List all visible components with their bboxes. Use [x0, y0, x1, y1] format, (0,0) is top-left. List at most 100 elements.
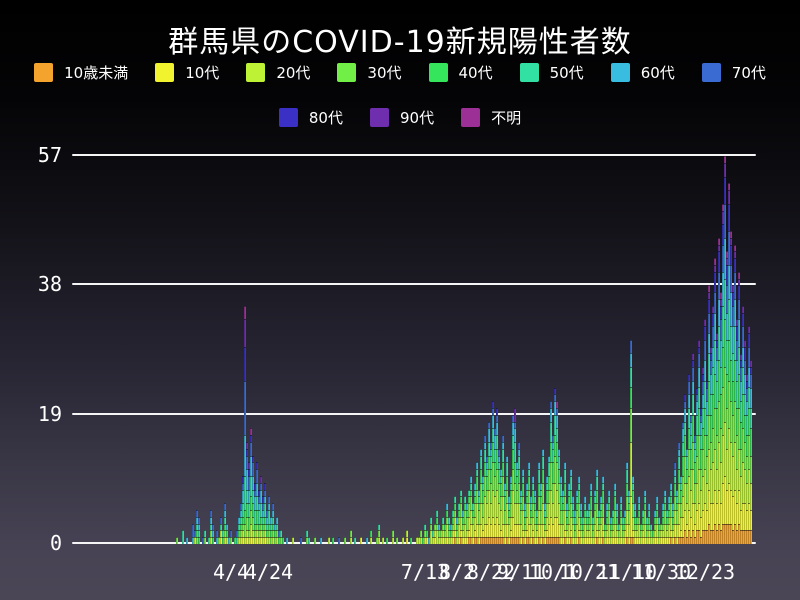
bar-segment-50代 — [736, 380, 738, 408]
bar-segment-10代 — [476, 523, 478, 538]
stacked-bar — [736, 319, 738, 544]
bar-segment-70代 — [192, 523, 194, 538]
bar-segment-10歳未満 — [712, 530, 714, 544]
bar-segment-10歳未満 — [548, 537, 550, 544]
bar-segment-10代 — [478, 537, 480, 544]
bar-segment-10代 — [688, 509, 690, 531]
bar-segment-60代 — [614, 482, 616, 490]
bar-segment-50代 — [544, 510, 546, 517]
bar-segment-10代 — [508, 537, 510, 544]
stacked-bar — [620, 496, 622, 544]
bar-segment-60代 — [556, 414, 558, 429]
stacked-bar — [616, 503, 618, 544]
bar-segment-70代 — [688, 380, 690, 395]
bar-segment-10代 — [634, 537, 636, 544]
bar-segment-40代 — [370, 530, 372, 538]
bar-segment-10代 — [516, 523, 518, 538]
bar-segment-20代 — [456, 537, 458, 544]
stacked-bar — [588, 503, 590, 544]
stacked-bar — [596, 469, 598, 544]
bar-segment-30代 — [594, 509, 596, 524]
bar-segment-50代 — [256, 496, 258, 510]
bar-segment-40代 — [262, 523, 264, 531]
bar-segment-60代 — [258, 503, 260, 510]
bar-segment-50代 — [746, 414, 748, 436]
bar-segment-50代 — [642, 510, 644, 517]
bar-segment-60代 — [552, 441, 554, 449]
bar-segment-20代 — [542, 503, 544, 524]
bar-segment-10歳未満 — [686, 537, 688, 544]
bar-segment-40代 — [750, 428, 752, 456]
bar-segment-10歳未満 — [570, 537, 572, 544]
stacked-bar — [268, 496, 270, 544]
bar-segment-60代 — [588, 503, 590, 511]
bar-segment-40代 — [470, 489, 472, 497]
bar-segment-20代 — [720, 462, 722, 504]
bar-segment-80代 — [700, 407, 702, 415]
bar-segment-10歳未満 — [678, 537, 680, 544]
bar-segment-60代 — [438, 523, 440, 531]
bar-segment-50代 — [638, 503, 640, 510]
stacked-bar — [544, 503, 546, 544]
bar-segment-60代 — [546, 475, 548, 483]
bar-segment-60代 — [600, 496, 602, 504]
bar-segment-20代 — [678, 503, 680, 524]
bar-segment-60代 — [198, 523, 200, 531]
bar-segment-20代 — [560, 523, 562, 538]
bar-segment-30代 — [600, 516, 602, 524]
bar-segment-10代 — [544, 537, 546, 544]
bar-segment-70代 — [684, 401, 686, 408]
bar-segment-10代 — [676, 537, 678, 544]
bar-segment-20代 — [658, 537, 660, 544]
bar-segment-20代 — [470, 509, 472, 524]
bar-segment-10歳未満 — [688, 530, 690, 544]
bar-segment-40代 — [616, 516, 618, 524]
stacked-bar — [644, 489, 646, 544]
bar-segment-70代 — [244, 380, 246, 436]
bar-segment-20代 — [580, 530, 582, 538]
bar-segment-20代 — [736, 469, 738, 504]
stacked-bar — [720, 292, 722, 544]
bar-segment-70代 — [242, 482, 244, 490]
bar-segment-20代 — [254, 537, 256, 544]
bar-segment-60代 — [216, 537, 218, 544]
bar-segment-70代 — [742, 326, 744, 347]
bar-segment-20代 — [614, 523, 616, 538]
bar-segment-20代 — [654, 530, 656, 538]
stacked-bar — [350, 530, 352, 544]
bar-segment-60代 — [504, 482, 506, 490]
bar-segment-40代 — [684, 435, 686, 456]
bar-segment-10代 — [584, 537, 586, 544]
bar-segment-20代 — [482, 516, 484, 531]
bar-segment-20代 — [238, 537, 240, 544]
bar-segment-50代 — [484, 448, 486, 463]
stacked-bar — [424, 523, 426, 544]
stacked-bar — [482, 475, 484, 544]
bar-segment-60代 — [548, 455, 550, 463]
bar-segment-50代 — [378, 523, 380, 531]
bar-segment-40代 — [574, 523, 576, 531]
bar-segment-30代 — [262, 530, 264, 538]
bar-segment-10代 — [500, 530, 502, 538]
bar-segment-50代 — [494, 448, 496, 463]
bar-segment-40代 — [528, 475, 530, 490]
bar-segment-80代 — [684, 394, 686, 402]
bar-segment-90代 — [730, 237, 732, 245]
bar-segment-30代 — [444, 530, 446, 538]
bar-segment-20代 — [692, 469, 694, 504]
bar-segment-10歳未満 — [482, 537, 484, 544]
stacked-bar — [392, 530, 394, 544]
bar-segment-90代 — [712, 305, 714, 313]
stacked-bar — [744, 339, 746, 544]
stacked-bar — [546, 475, 548, 544]
bar-segment-10代 — [644, 537, 646, 544]
bar-segment-60代 — [562, 489, 564, 497]
bar-segment-20代 — [436, 530, 438, 544]
bar-segment-30代 — [240, 530, 242, 538]
gridline-y-57 — [72, 154, 756, 156]
bar-segment-10歳未満 — [518, 537, 520, 544]
bar-segment-40代 — [196, 530, 198, 538]
bar-segment-10代 — [662, 537, 664, 544]
bar-segment-40代 — [712, 394, 714, 429]
bar-segment-20代 — [698, 469, 700, 504]
